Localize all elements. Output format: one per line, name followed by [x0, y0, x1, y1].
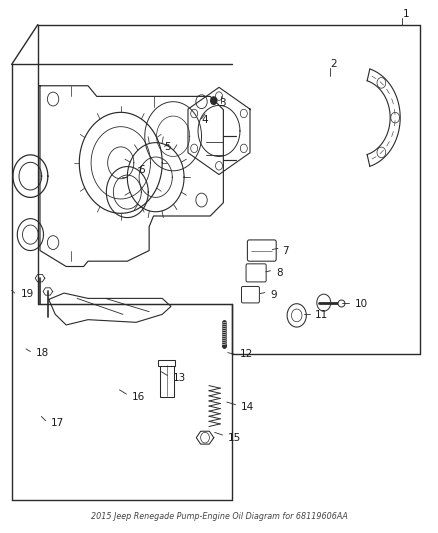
Text: 19: 19: [20, 289, 34, 299]
FancyBboxPatch shape: [247, 240, 276, 261]
Circle shape: [211, 97, 217, 104]
Text: 10: 10: [354, 298, 367, 309]
Text: 8: 8: [276, 268, 283, 278]
Text: 18: 18: [35, 348, 49, 358]
Text: 14: 14: [241, 402, 254, 413]
Text: 9: 9: [271, 289, 277, 300]
Text: 1: 1: [403, 9, 409, 19]
Text: 2: 2: [330, 60, 337, 69]
FancyBboxPatch shape: [246, 264, 266, 282]
Text: 11: 11: [315, 310, 328, 320]
Text: 5: 5: [164, 142, 171, 152]
FancyBboxPatch shape: [241, 286, 259, 303]
Text: 7: 7: [283, 246, 289, 255]
Text: 15: 15: [228, 433, 241, 443]
Text: 3: 3: [219, 98, 226, 108]
Text: 4: 4: [201, 115, 208, 125]
Text: 12: 12: [240, 349, 253, 359]
Bar: [158, 360, 175, 366]
Bar: [159, 365, 173, 397]
Text: 16: 16: [132, 392, 145, 402]
Text: 6: 6: [138, 165, 145, 175]
Text: 2015 Jeep Renegade Pump-Engine Oil Diagram for 68119606AA: 2015 Jeep Renegade Pump-Engine Oil Diagr…: [91, 512, 347, 521]
Text: 13: 13: [173, 373, 187, 383]
Text: 17: 17: [51, 418, 64, 429]
